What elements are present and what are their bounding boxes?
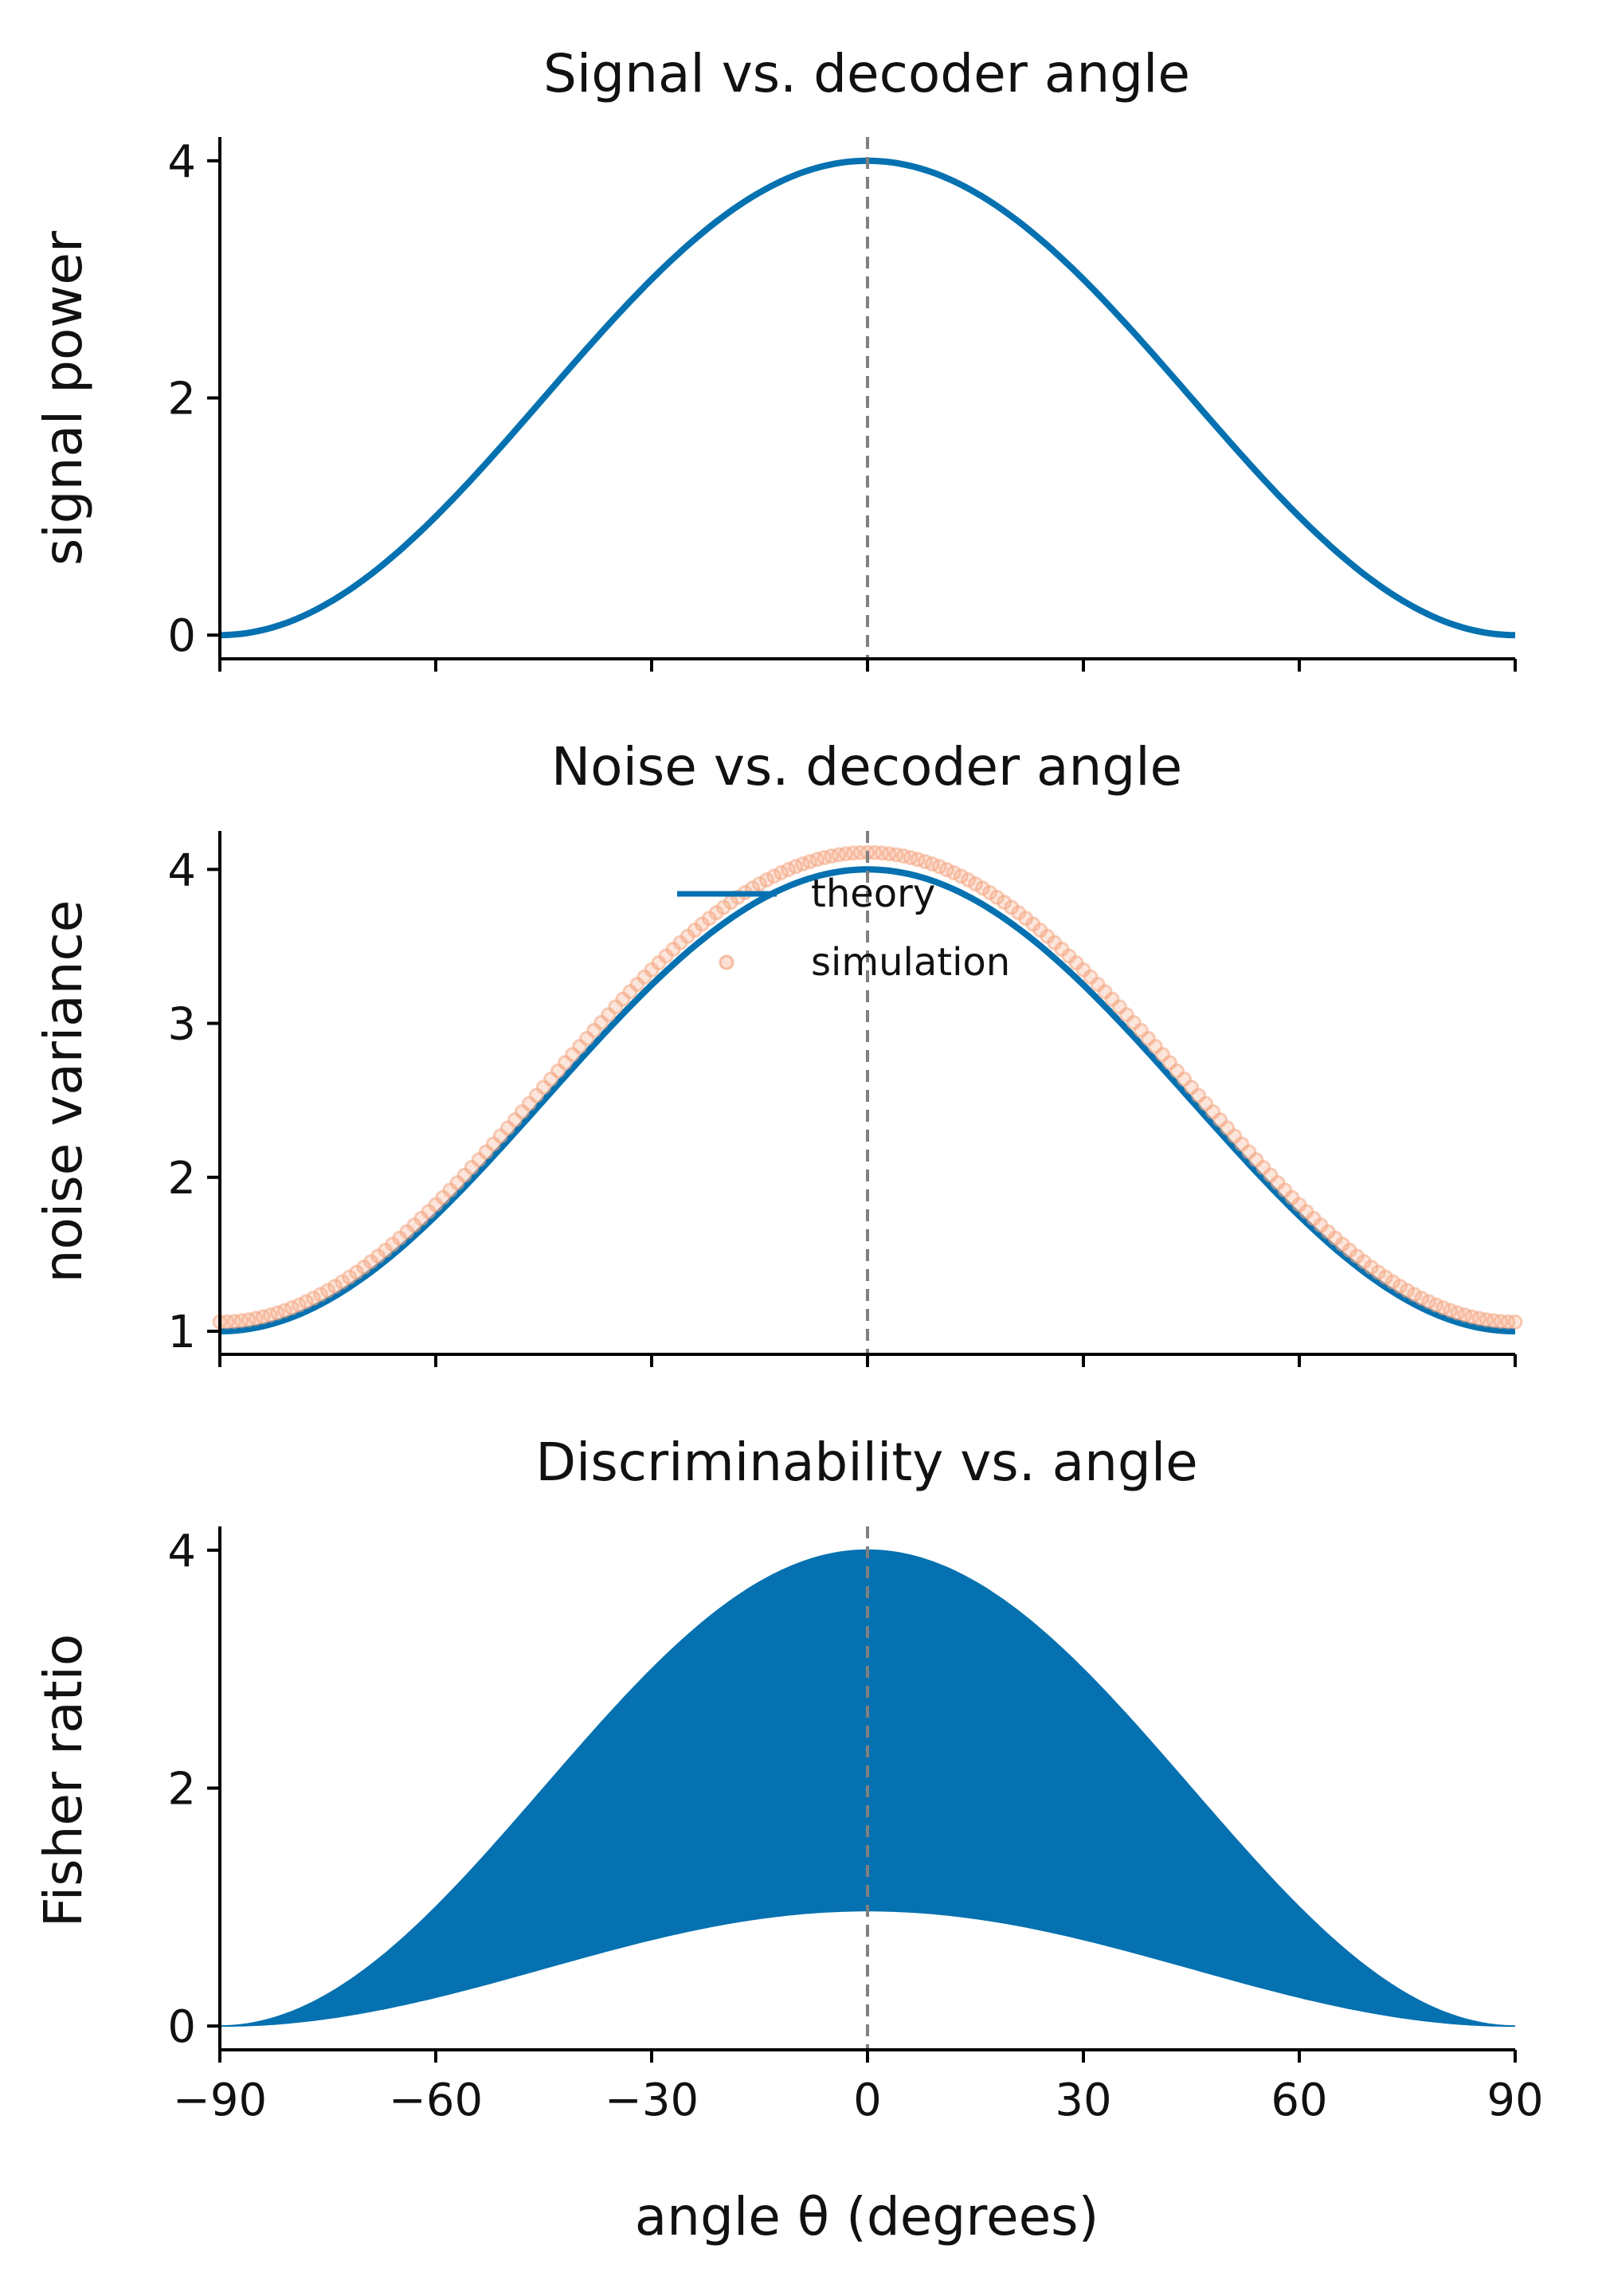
simulation-point (953, 868, 969, 884)
simulation-point (946, 865, 962, 880)
y-tick-label: 0 (167, 2001, 196, 2053)
y-tick-label: 4 (167, 844, 196, 896)
noise-panel: Noise vs. decoder angle noise variance 1… (33, 736, 1523, 1367)
simulation-point (1421, 1294, 1437, 1310)
series-theory-line (219, 866, 1516, 1334)
discriminability-panel-marks (219, 1526, 1516, 2050)
discriminability-panel: Discriminability vs. angle Fisher ratio … (33, 1432, 1544, 2247)
simulation-point (759, 872, 774, 887)
y-tick-label: 4 (167, 1526, 196, 1577)
signal-panel-marks (219, 137, 1516, 659)
simulation-point (1414, 1291, 1430, 1307)
y-tick-label: 2 (167, 1764, 196, 1816)
simulation-point (305, 1291, 321, 1307)
y-tick-label: 2 (167, 374, 196, 425)
y-tick-label: 3 (167, 999, 196, 1051)
noise-panel-axes: 1 2 3 4 (167, 831, 1517, 1367)
signal-panel-axes: 0 2 4 (167, 136, 1517, 672)
x-tick-label: 0 (853, 2075, 882, 2126)
x-tick-label: −60 (389, 2075, 483, 2126)
legend-simulation-swatch (719, 954, 734, 970)
x-tick-label: −30 (605, 2075, 699, 2126)
y-tick-label: 0 (167, 610, 196, 662)
simulation-point (291, 1297, 307, 1313)
x-tick-label: −90 (173, 2075, 267, 2126)
signal-panel-title: Signal vs. decoder angle (543, 43, 1190, 104)
discriminability-panel-ylabel: Fisher ratio (33, 1634, 94, 1928)
signal-panel: Signal vs. decoder angle signal power 0 2… (33, 43, 1517, 672)
legend-simulation-label: simulation (811, 940, 1010, 985)
x-tick-label: 30 (1055, 2075, 1111, 2126)
x-tick-label: 60 (1271, 2075, 1327, 2126)
y-tick-label: 2 (167, 1153, 196, 1205)
simulation-point (1407, 1287, 1422, 1303)
y-tick-label: 1 (167, 1307, 196, 1358)
discriminability-panel-title: Discriminability vs. angle (535, 1432, 1198, 1493)
noise-panel-marks (212, 831, 1523, 1354)
discriminability-panel-axes: 0 2 4 −90 −60 −30 0 30 60 90 (167, 1526, 1543, 2126)
noise-panel-title: Noise vs. decoder angle (551, 736, 1182, 797)
simulation-point (1507, 1314, 1523, 1330)
discriminability-panel-xlabel: angle θ (degrees) (635, 2186, 1099, 2247)
x-tick-label: 90 (1486, 2075, 1543, 2126)
noise-panel-legend: theory simulation (677, 872, 1010, 985)
signal-panel-ylabel: signal power (33, 230, 94, 566)
noise-panel-ylabel: noise variance (33, 900, 94, 1283)
simulation-point (766, 868, 782, 884)
simulation-point (298, 1294, 314, 1310)
legend-theory-label: theory (811, 872, 935, 916)
y-tick-label: 4 (167, 136, 196, 188)
